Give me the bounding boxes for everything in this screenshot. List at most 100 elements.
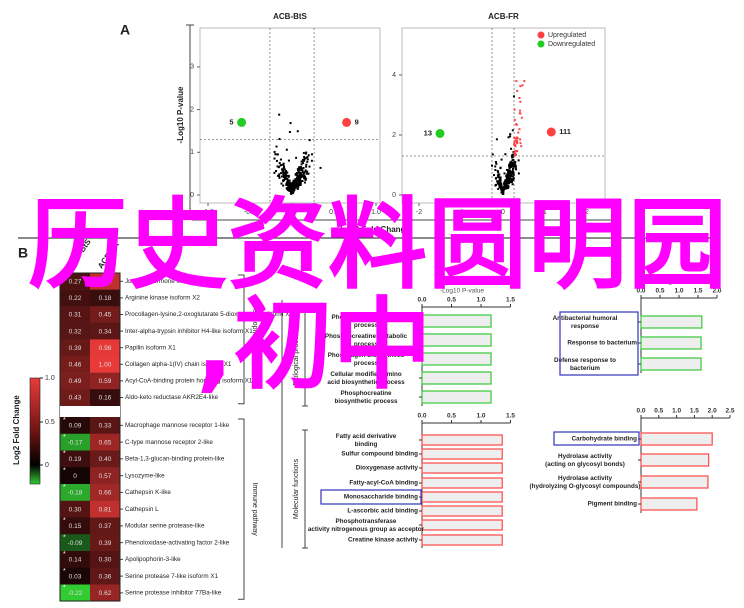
data-point bbox=[500, 158, 503, 161]
data-point bbox=[518, 97, 521, 100]
heatmap-cell-value: 0 bbox=[73, 473, 77, 480]
data-point bbox=[514, 150, 517, 153]
category-group-bracket bbox=[302, 308, 308, 407]
category-label: Phosphagen biosynthetic process bbox=[328, 352, 405, 367]
data-point bbox=[521, 84, 524, 87]
data-point bbox=[278, 173, 281, 176]
heatmap-cell bbox=[60, 322, 90, 340]
gene-label: Modular serine protease-like bbox=[125, 523, 205, 530]
heatmap-cell bbox=[60, 289, 90, 307]
data-point bbox=[283, 177, 286, 180]
bar bbox=[421, 477, 503, 489]
category-label: Phosphocreatine biosynthetic process bbox=[335, 390, 398, 405]
data-point bbox=[519, 85, 522, 88]
data-point bbox=[300, 175, 303, 178]
category-label-line: response bbox=[571, 323, 599, 330]
data-point bbox=[310, 159, 313, 162]
plot-frame bbox=[401, 27, 606, 204]
data-point bbox=[305, 151, 308, 154]
data-point bbox=[514, 144, 517, 147]
data-point bbox=[507, 173, 510, 176]
panel-label-a: A bbox=[120, 22, 130, 38]
data-point bbox=[495, 162, 498, 165]
heatmap-cell-value: 0.33 bbox=[99, 423, 112, 430]
bar bbox=[640, 497, 698, 511]
heatmap-cell bbox=[90, 372, 120, 390]
data-point bbox=[516, 89, 519, 92]
category-label-line: Defense response to bbox=[554, 357, 616, 364]
category-label: Monosaccharide binding bbox=[344, 494, 418, 501]
data-point bbox=[283, 165, 286, 168]
data-point bbox=[298, 167, 301, 170]
heatmap-cell-value: 0.14 bbox=[69, 557, 82, 564]
bar bbox=[421, 519, 503, 531]
data-point bbox=[287, 175, 290, 178]
data-point bbox=[278, 176, 281, 179]
value-axis-title: -Log10 P-value bbox=[440, 288, 484, 295]
value-tick-label: 0.0 bbox=[636, 288, 645, 295]
gene-label: Phenoloxidase-activating factor 2-like bbox=[125, 539, 230, 546]
data-point bbox=[278, 113, 281, 116]
data-point bbox=[512, 95, 515, 98]
data-point bbox=[507, 186, 510, 189]
data-point bbox=[519, 100, 522, 103]
heatmap-cell bbox=[90, 289, 120, 307]
data-point bbox=[298, 168, 301, 171]
data-point bbox=[296, 177, 299, 180]
data-point bbox=[290, 192, 293, 195]
heatmap-cell bbox=[90, 484, 120, 502]
data-point bbox=[300, 173, 303, 176]
data-point bbox=[280, 172, 283, 175]
category-label: Antibacterial humoral response bbox=[553, 315, 618, 330]
data-point bbox=[508, 163, 511, 166]
data-point bbox=[516, 140, 519, 143]
data-point bbox=[508, 178, 511, 181]
heatmap-cell-value: 0.57 bbox=[99, 473, 112, 480]
heatmap-cell-value: 0.37 bbox=[99, 523, 112, 530]
data-point bbox=[275, 159, 278, 162]
data-point bbox=[286, 174, 289, 177]
data-point bbox=[296, 168, 299, 171]
data-point bbox=[507, 184, 510, 187]
value-tick-label: 0.0 bbox=[417, 413, 426, 420]
data-point bbox=[303, 157, 306, 160]
data-point bbox=[513, 140, 516, 143]
heatmap-cell-value: 0.62 bbox=[99, 590, 112, 597]
y-axis-title: -Log10 P-value bbox=[176, 86, 185, 143]
data-point bbox=[304, 169, 307, 172]
data-point bbox=[499, 166, 502, 169]
heatmap-cell bbox=[90, 339, 120, 357]
data-point bbox=[293, 189, 296, 192]
data-point bbox=[496, 180, 499, 183]
heatmap-cell-value: 0.16 bbox=[99, 395, 112, 402]
data-point bbox=[510, 178, 513, 181]
significance-star: * bbox=[63, 417, 66, 424]
heatmap-cell-value: -0.18 bbox=[68, 490, 83, 497]
data-point bbox=[275, 145, 278, 148]
data-point bbox=[494, 169, 497, 172]
heatmap-cell-value: 0.39 bbox=[99, 540, 112, 547]
data-point bbox=[515, 153, 518, 156]
data-point bbox=[292, 187, 295, 190]
data-point bbox=[306, 170, 309, 173]
data-point bbox=[509, 178, 512, 181]
data-point bbox=[278, 137, 281, 140]
data-point bbox=[514, 163, 517, 166]
data-point bbox=[296, 171, 299, 174]
heatmap-cell-value: 0.81 bbox=[99, 506, 112, 513]
bar bbox=[421, 314, 492, 328]
x-tick-label: 1 bbox=[543, 209, 547, 216]
data-point bbox=[304, 152, 307, 155]
heatmap-cell-value: 0.19 bbox=[69, 456, 82, 463]
heatmap-cell-value: 0.34 bbox=[99, 328, 112, 335]
gene-label: Juvenile hormone esterase-like X1 bbox=[125, 278, 222, 285]
data-point bbox=[503, 181, 506, 184]
category-label: Sulfur compound binding bbox=[341, 451, 418, 458]
bar bbox=[640, 336, 702, 350]
category-label-line: Hydrolase activity bbox=[558, 453, 612, 460]
gene-label: Serine protease inhibitor 77Ba-like bbox=[125, 590, 222, 597]
data-point bbox=[279, 158, 282, 161]
data-point bbox=[500, 182, 503, 185]
x-tick-label: 0 bbox=[501, 209, 505, 216]
